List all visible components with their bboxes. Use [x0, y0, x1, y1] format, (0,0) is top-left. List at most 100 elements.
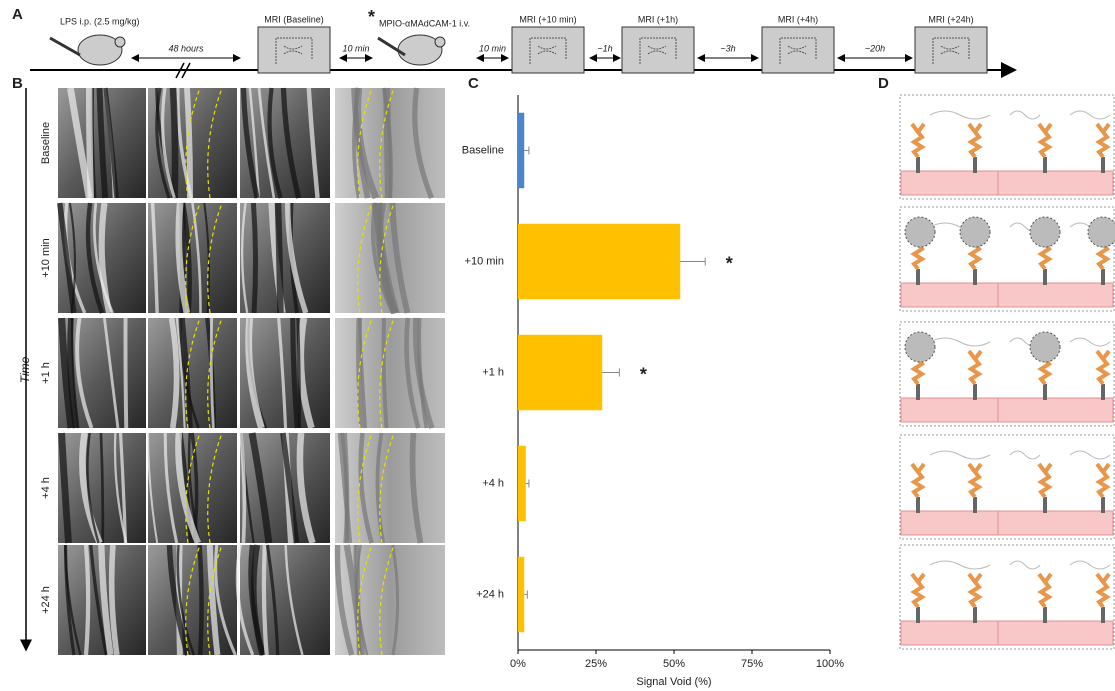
significance-mark: * [640, 364, 647, 384]
receptor-stem [1043, 157, 1047, 173]
receptor-stem [1043, 269, 1047, 285]
interval-label: 10 min [342, 43, 369, 53]
error-bar [680, 258, 705, 266]
fiber [1010, 111, 1040, 119]
tissue-stripe [345, 433, 347, 543]
receptor [1097, 124, 1109, 157]
interval-label: ~20h [865, 43, 885, 53]
fiber [930, 111, 990, 119]
fiber [1070, 111, 1110, 119]
x-tick-label: 100% [816, 658, 844, 670]
mouse-icon [378, 35, 445, 65]
receptor-stem [973, 497, 977, 513]
receptor-stem [916, 607, 920, 623]
receptor [1097, 464, 1109, 497]
mpio-particle [1030, 217, 1060, 247]
membrane [901, 398, 1113, 422]
row-label: +4 h [40, 477, 52, 499]
x-axis-label: Signal Void (%) [636, 676, 711, 688]
scan-label: MRI (+10 min) [519, 14, 576, 24]
receptor-stem [1101, 157, 1105, 173]
y-tick-label: +1 h [482, 366, 504, 378]
error-bar [524, 591, 527, 599]
bar [518, 224, 680, 299]
mri-image [148, 203, 237, 313]
receptor [912, 124, 924, 157]
y-tick-label: +24 h [476, 588, 504, 600]
mpio-particle [1030, 332, 1060, 362]
fiber [930, 561, 990, 569]
mpio-particle [905, 217, 935, 247]
receptor-stem [973, 157, 977, 173]
receptor-stem [916, 497, 920, 513]
receptor-stem [1043, 607, 1047, 623]
receptor-stem [1101, 269, 1105, 285]
injection-label: LPS i.p. (2.5 mg/kg) [60, 16, 140, 26]
receptor-stem [1101, 497, 1105, 513]
mpio-particle [1088, 217, 1115, 247]
panel-label: C [468, 75, 479, 92]
receptor-stem [916, 384, 920, 400]
receptor [969, 574, 981, 607]
receptor-stem [916, 269, 920, 285]
x-tick-label: 50% [663, 658, 685, 670]
scan-label: MRI (Baseline) [264, 14, 324, 24]
receptor [1039, 464, 1051, 497]
receptor [1039, 574, 1051, 607]
fiber [1010, 451, 1040, 459]
scan-label: MRI (+1h) [638, 14, 678, 24]
scan-box [512, 27, 584, 73]
tissue-stripe [173, 88, 175, 198]
receptor [1039, 124, 1051, 157]
row-label: +24 h [40, 586, 52, 614]
receptor-stem [973, 384, 977, 400]
bar [518, 335, 602, 410]
interval-label: 10 min [479, 43, 506, 53]
row-label: +1 h [40, 362, 52, 384]
receptor [969, 351, 981, 384]
zoom-image [335, 433, 445, 543]
receptor-stem [973, 607, 977, 623]
fiber [1070, 338, 1110, 346]
receptor [1097, 351, 1109, 384]
membrane [901, 171, 1113, 195]
tissue-stripe [187, 88, 190, 198]
y-tick-label: +4 h [482, 477, 504, 489]
receptor-stem [1101, 384, 1105, 400]
scan-box [622, 27, 694, 73]
panel-label: B [12, 75, 23, 92]
receptor [969, 124, 981, 157]
receptor-stem [1043, 384, 1047, 400]
scan-box [258, 27, 330, 73]
fiber [930, 451, 990, 459]
scan-label: MRI (+4h) [778, 14, 818, 24]
panel-label: D [878, 75, 889, 92]
tissue-stripe [278, 203, 280, 313]
y-tick-label: +10 min [465, 255, 504, 267]
receptor [1097, 574, 1109, 607]
bar [518, 446, 526, 521]
scan-label: MRI (+24h) [928, 14, 973, 24]
bar [518, 113, 524, 188]
tissue-stripe [253, 203, 255, 313]
receptor [912, 574, 924, 607]
injection-label: MPIO-αMAdCAM-1 i.v. [379, 18, 470, 28]
x-tick-label: 75% [741, 658, 763, 670]
fiber [1070, 451, 1110, 459]
significance-mark: * [726, 253, 733, 273]
mri-image [148, 545, 237, 655]
tissue-stripe [200, 545, 202, 655]
interval-label: ~1h [597, 43, 612, 53]
x-tick-label: 25% [585, 658, 607, 670]
membrane [901, 283, 1113, 307]
receptor [912, 464, 924, 497]
scan-box [915, 27, 987, 73]
error-bar [524, 147, 529, 155]
row-label: +10 min [40, 238, 52, 277]
mouse-icon [50, 35, 125, 65]
membrane [901, 621, 1113, 645]
interval-label: 48 hours [168, 43, 204, 53]
y-tick-label: Baseline [462, 144, 504, 156]
receptor-stem [973, 269, 977, 285]
tissue-stripe [298, 318, 300, 428]
